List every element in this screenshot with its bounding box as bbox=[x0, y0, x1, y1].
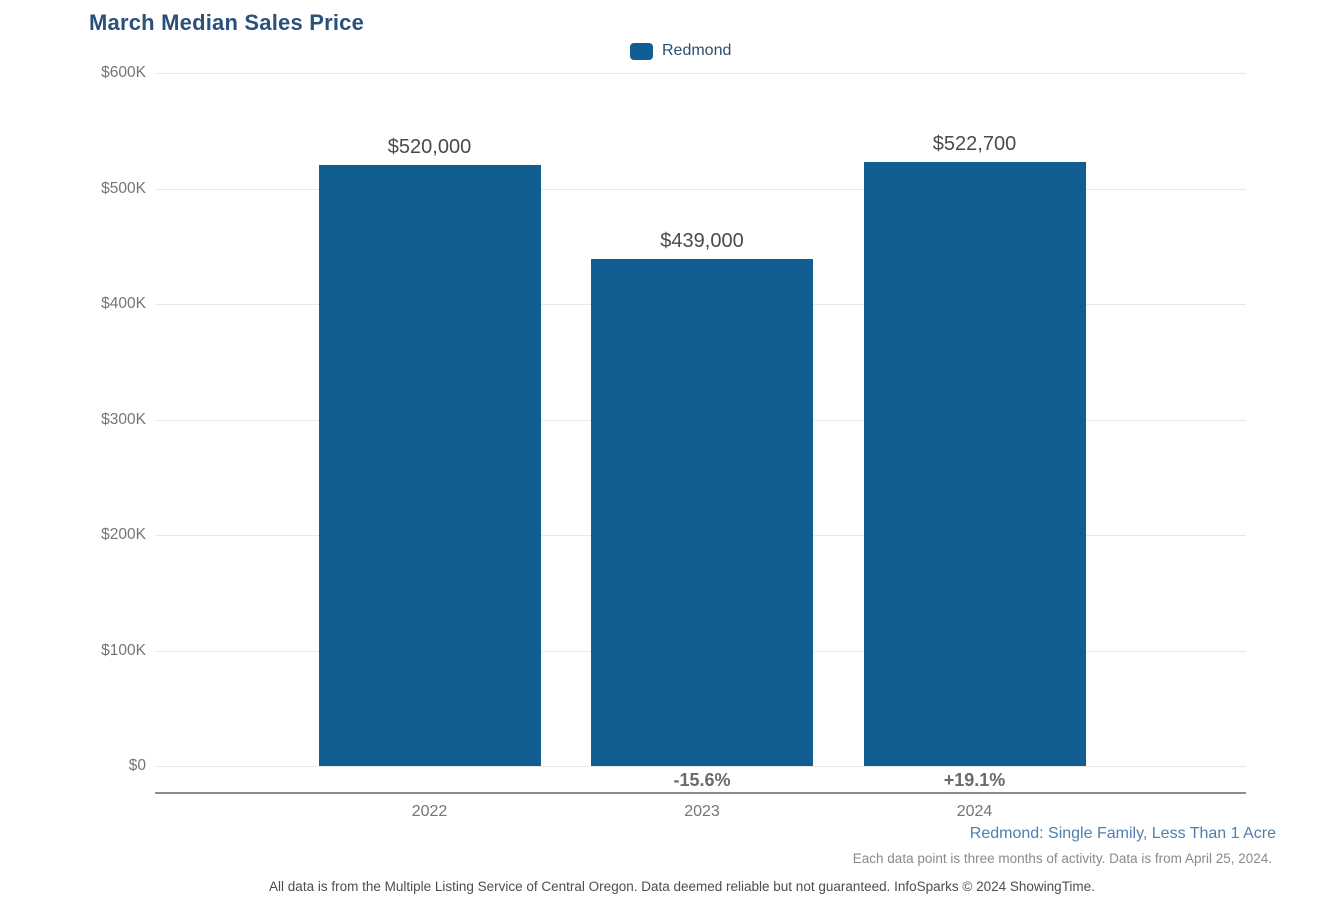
y-tick-label: $200K bbox=[101, 526, 146, 543]
data-note: Each data point is three months of activ… bbox=[852, 851, 1272, 866]
y-tick-label: $100K bbox=[101, 641, 146, 659]
x-tick-label-2024: 2024 bbox=[956, 803, 993, 820]
legend-label: Redmond bbox=[662, 42, 732, 59]
pct-change-label: -15.6% bbox=[673, 770, 731, 790]
gridline bbox=[155, 73, 1246, 74]
legend-swatch-icon bbox=[630, 42, 653, 60]
bar-value-label: $522,700 bbox=[932, 133, 1017, 156]
pct-change-label: +19.1% bbox=[943, 770, 1006, 790]
y-tick-label: $500K bbox=[101, 179, 146, 197]
y-tick-label: $300K bbox=[101, 410, 146, 428]
y-tick-label: $400K bbox=[101, 295, 146, 312]
legend-item-redmond[interactable]: Redmond bbox=[630, 42, 731, 60]
disclaimer: All data is from the Multiple Listing Se… bbox=[269, 879, 1095, 894]
bar-value-label: $520,000 bbox=[387, 136, 472, 159]
x-tick-label-2023: 2023 bbox=[684, 803, 720, 820]
chart-title: March Median Sales Price bbox=[89, 10, 365, 35]
x-tick-label-2022: 2022 bbox=[411, 803, 448, 820]
bar-2024[interactable] bbox=[863, 162, 1086, 766]
series-note: Redmond: Single Family, Less Than 1 Acre bbox=[969, 825, 1276, 842]
bar-2022[interactable] bbox=[318, 165, 541, 766]
y-tick-label: $600K bbox=[101, 64, 146, 81]
y-tick-label: $0 bbox=[128, 757, 146, 774]
x-axis-line bbox=[155, 792, 1246, 794]
bar-2023[interactable] bbox=[591, 258, 813, 766]
gridline bbox=[155, 188, 1246, 190]
gridline bbox=[155, 766, 1246, 767]
bar-value-label: $439,000 bbox=[660, 229, 744, 252]
